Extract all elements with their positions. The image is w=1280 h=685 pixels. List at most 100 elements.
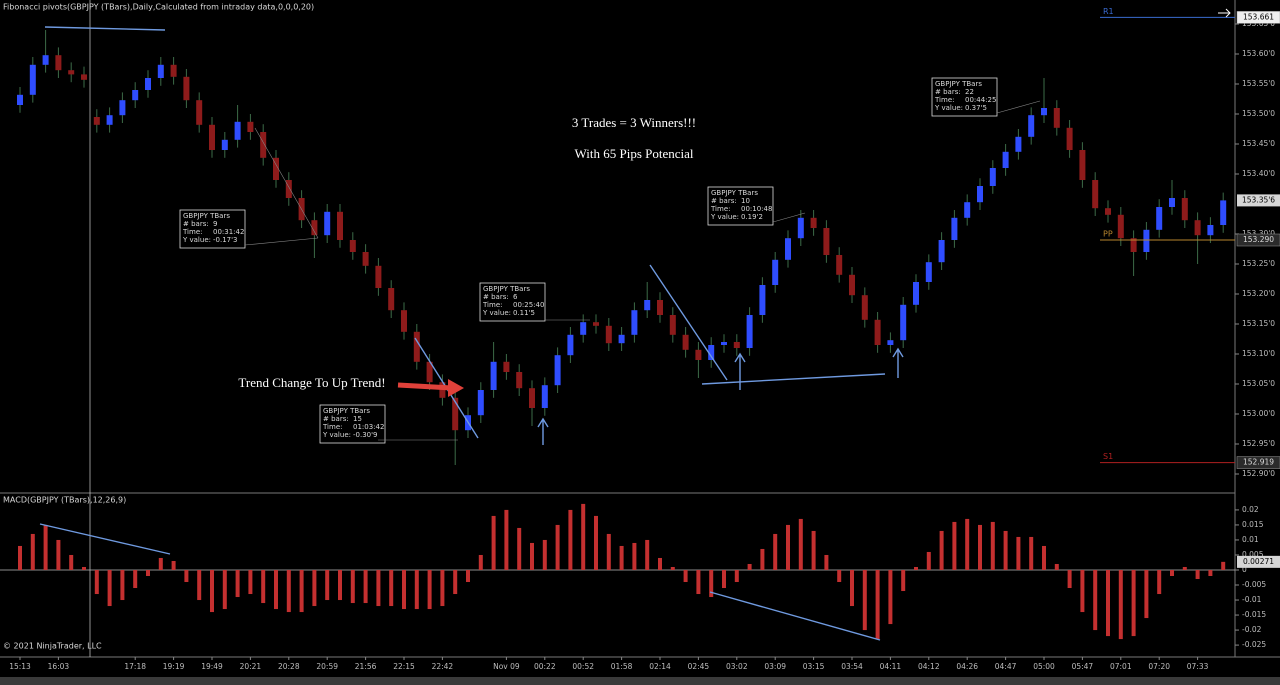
pivot-box <box>1236 233 1280 247</box>
macd-bar <box>286 569 291 613</box>
measure-bars: 6 <box>513 293 518 301</box>
candle-body <box>1041 108 1047 116</box>
candle-body <box>119 100 126 116</box>
candle-body <box>439 382 446 398</box>
plot-area: 153.65'0153.60'0153.55'0153.50'0153.45'0… <box>0 7 1280 671</box>
macd-bar <box>734 569 739 583</box>
y-tick-label: -0.025 <box>1242 640 1266 649</box>
macd-bar <box>146 569 150 577</box>
macd-bar <box>914 566 918 570</box>
measure-box <box>931 77 998 117</box>
macd-bar <box>427 569 432 610</box>
candle-body <box>951 217 958 240</box>
macd-title: MACD(GBPJPY (TBars),12,26,9) <box>3 496 126 505</box>
candle-body <box>938 240 945 263</box>
candle-body <box>145 78 151 90</box>
macd-bar <box>453 569 458 595</box>
measure-bars-label: # bars: <box>711 197 737 205</box>
x-tick-label: 04:12 <box>918 662 940 671</box>
macd-bar <box>376 569 381 607</box>
x-tick-label: 22:42 <box>432 662 454 671</box>
macd-bar <box>581 503 586 570</box>
trend-line <box>649 264 728 381</box>
macd-bar <box>222 569 227 610</box>
candle-body <box>1156 207 1163 230</box>
macd-bar <box>747 563 752 570</box>
macd-bar <box>773 533 778 570</box>
y-tick-label: -0.01 <box>1242 595 1262 604</box>
candle-body <box>746 315 753 348</box>
macd-bar <box>133 569 138 589</box>
candle-body <box>516 372 523 389</box>
measure-line <box>996 100 1041 114</box>
macd-bar <box>594 515 598 570</box>
macd-bar <box>30 533 35 570</box>
candle-body <box>209 124 215 150</box>
pivot-box <box>1236 11 1280 24</box>
measure-time-label: Time: <box>322 423 343 431</box>
macd-bar <box>542 539 547 570</box>
candle-body <box>900 304 907 341</box>
y-tick-label: -0.005 <box>1242 580 1266 589</box>
x-tick-label: 03:54 <box>841 662 863 671</box>
candle-body <box>42 55 49 65</box>
measure-title: GBPJPY TBars <box>711 189 758 197</box>
measure-box <box>319 404 386 444</box>
macd-bar <box>926 551 931 570</box>
candle-body <box>964 202 971 218</box>
candle-body <box>1194 220 1201 236</box>
y-tick-label: 0.005 <box>1242 550 1264 559</box>
red-arrow-head <box>448 379 464 397</box>
candle-body <box>170 64 177 77</box>
candle-body <box>106 115 113 125</box>
measure-title: GBPJPY TBars <box>935 80 982 88</box>
y-tick-label: 153.15'0 <box>1242 319 1275 328</box>
macd-bar <box>811 530 816 570</box>
macd-bar <box>645 539 650 570</box>
trend-line <box>701 373 886 385</box>
measure-title: GBPJPY TBars <box>183 212 230 220</box>
y-tick-label: 0.02 <box>1242 505 1259 514</box>
candle-body <box>733 342 740 348</box>
candle-body <box>234 121 241 140</box>
measure-time-label: Time: <box>934 96 955 104</box>
candle-body <box>68 70 75 75</box>
candle-body <box>861 295 868 320</box>
measure-y-value: 0.11'5 <box>513 309 535 317</box>
measure-line <box>244 237 319 246</box>
last-price-box <box>1237 194 1280 207</box>
candle-body <box>29 64 36 95</box>
macd-bar <box>350 569 355 604</box>
candle-body <box>1117 214 1124 239</box>
y-tick-label: 153.20'0 <box>1242 289 1275 298</box>
candle-body <box>593 322 599 326</box>
macd-bar <box>389 569 394 607</box>
candle-body <box>1079 150 1086 180</box>
x-tick-label: 19:49 <box>201 662 223 671</box>
x-tick-label: 19:19 <box>163 662 185 671</box>
measure-box <box>479 282 546 322</box>
candle-body <box>567 334 574 356</box>
macd-bar <box>1118 569 1123 640</box>
macd-bar <box>325 569 330 601</box>
x-tick-label: 21:56 <box>355 662 377 671</box>
x-tick-label: 04:26 <box>956 662 978 671</box>
candle-body <box>1028 115 1035 137</box>
measure-y-label: Y value: <box>182 236 211 244</box>
macd-bar <box>210 569 214 613</box>
pivot-value: 152.919 <box>1243 458 1274 467</box>
measure-time: 00:31:42 <box>213 228 244 236</box>
candle-body <box>529 388 535 408</box>
macd-bar <box>658 557 662 570</box>
y-tick-label: 153.00'0 <box>1242 409 1275 418</box>
candle-body <box>413 331 420 362</box>
r1-arrow <box>1218 8 1231 18</box>
macd-bar <box>1195 569 1200 580</box>
y-tick-label: 0 <box>1242 565 1247 574</box>
up-arrow <box>734 352 746 390</box>
y-tick-label: 153.40'0 <box>1242 169 1275 178</box>
macd-bar <box>43 524 48 570</box>
candle-body <box>311 220 318 236</box>
candle-body <box>1207 225 1214 236</box>
